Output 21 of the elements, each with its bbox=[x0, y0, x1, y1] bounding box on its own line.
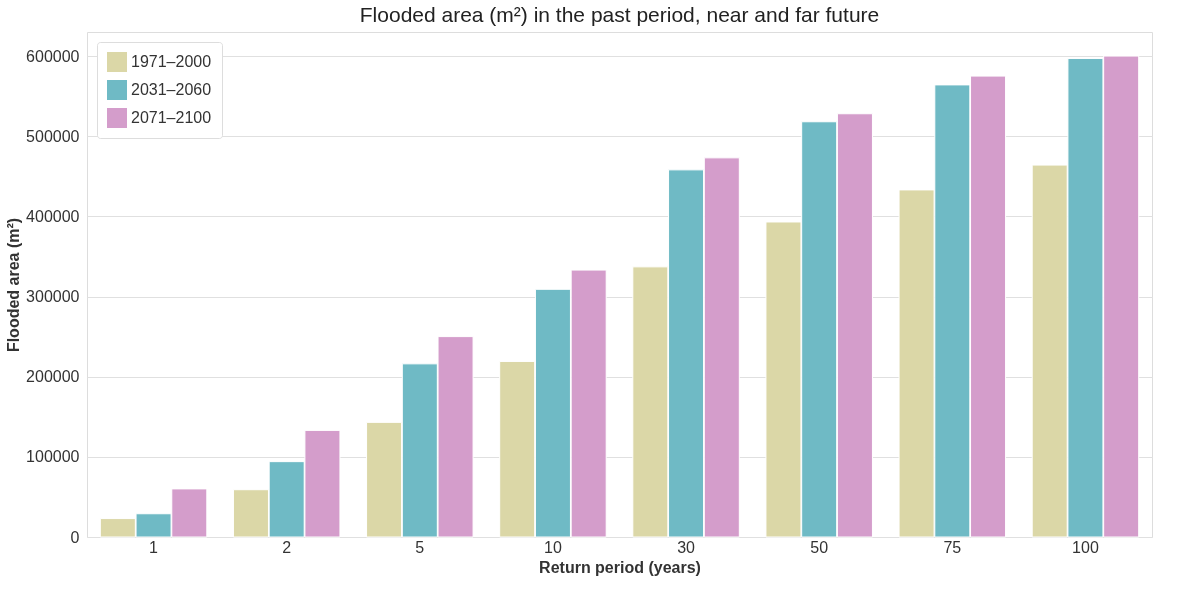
y-tick-label: 500000 bbox=[26, 127, 80, 145]
legend-label: 2031–2060 bbox=[131, 81, 212, 98]
legend-label: 1971–2000 bbox=[131, 53, 212, 70]
x-tick-label: 10 bbox=[544, 538, 562, 556]
y-tick-label: 100000 bbox=[26, 448, 80, 466]
y-axis-title: Flooded area (m²) bbox=[5, 217, 23, 353]
x-tick-label: 1 bbox=[149, 538, 159, 556]
y-tick-label: 0 bbox=[70, 528, 80, 546]
y-tick-label: 300000 bbox=[26, 288, 80, 306]
y-tick-label: 600000 bbox=[26, 47, 80, 65]
x-tick-label: 2 bbox=[282, 538, 292, 556]
x-axis-title: Return period (years) bbox=[539, 558, 701, 576]
y-tick-label: 200000 bbox=[26, 368, 80, 386]
x-tick-label: 5 bbox=[415, 538, 425, 556]
chart-title: Flooded area (m²) in the past period, near and far future bbox=[359, 3, 880, 26]
x-tick-label: 75 bbox=[943, 538, 962, 556]
y-tick-label: 400000 bbox=[26, 207, 80, 225]
x-tick-label: 100 bbox=[1072, 538, 1099, 556]
x-tick-label: 50 bbox=[810, 538, 829, 556]
x-tick-label: 30 bbox=[677, 538, 696, 556]
legend-label: 2071–2100 bbox=[131, 109, 212, 126]
